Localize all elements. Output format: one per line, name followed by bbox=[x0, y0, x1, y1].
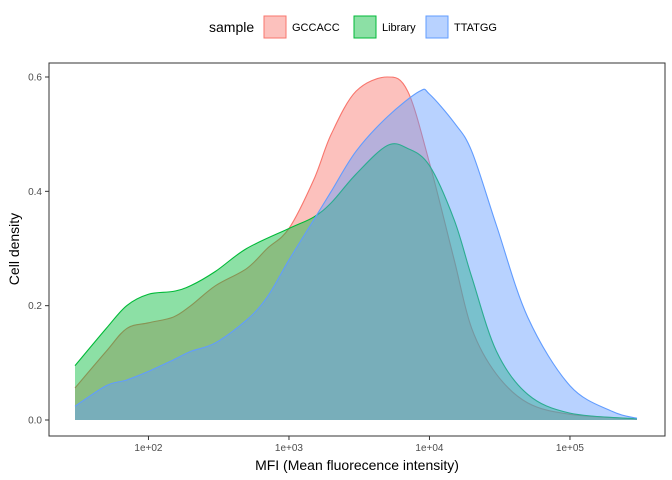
x-tick-label: 1e+02 bbox=[134, 443, 163, 454]
legend: sample GCCACC Library TTATGG bbox=[209, 15, 497, 39]
legend-label: GCCACC bbox=[292, 22, 340, 34]
density-line-gccacc bbox=[74, 76, 638, 420]
x-axis: 1e+02 1e+03 1e+04 1e+05 bbox=[134, 436, 584, 454]
x-axis-title: MFI (Mean fluorecence intensity) bbox=[255, 457, 459, 473]
plot-panel-border bbox=[48, 62, 666, 437]
legend-label: Library bbox=[382, 22, 416, 34]
y-axis: 0.0 0.2 0.4 0.6 bbox=[28, 73, 49, 427]
legend-key-library bbox=[353, 15, 377, 39]
legend-key-gccacc bbox=[263, 15, 287, 39]
y-tick-label: 0.2 bbox=[28, 301, 42, 312]
legend-item-library: Library bbox=[353, 15, 416, 39]
legend-item-gccacc: GCCACC bbox=[263, 15, 340, 39]
y-tick-label: 0.4 bbox=[28, 187, 42, 198]
density-line-library bbox=[74, 143, 638, 420]
y-tick-label: 0.6 bbox=[28, 73, 42, 84]
legend-title: sample bbox=[209, 19, 254, 35]
legend-key-ttatgg bbox=[425, 15, 449, 39]
density-areas bbox=[74, 76, 638, 421]
density-area-library bbox=[75, 143, 637, 420]
density-area-gccacc bbox=[75, 77, 637, 420]
x-tick-label: 1e+03 bbox=[275, 443, 304, 454]
y-axis-title: Cell density bbox=[6, 213, 22, 285]
y-tick-label: 0.0 bbox=[28, 416, 42, 427]
density-line-ttatgg bbox=[74, 88, 638, 419]
x-tick-label: 1e+05 bbox=[556, 443, 585, 454]
x-tick-label: 1e+04 bbox=[415, 443, 444, 454]
legend-item-ttatgg: TTATGG bbox=[425, 15, 497, 39]
legend-label: TTATGG bbox=[454, 22, 497, 34]
density-area-ttatgg bbox=[75, 89, 637, 421]
